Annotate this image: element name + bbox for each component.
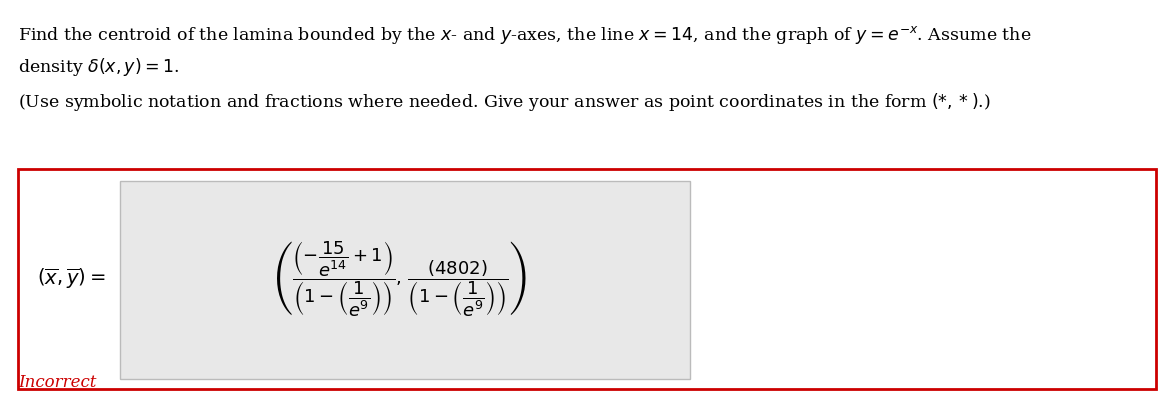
- Text: density $\delta(x, y) = 1$.: density $\delta(x, y) = 1$.: [18, 56, 180, 78]
- FancyBboxPatch shape: [120, 181, 690, 379]
- Text: (Use symbolic notation and fractions where needed. Give your answer as point coo: (Use symbolic notation and fractions whe…: [18, 91, 991, 113]
- Text: $(\overline{x}, \overline{y}) =$: $(\overline{x}, \overline{y}) =$: [36, 267, 104, 291]
- Text: $\left(\dfrac{\left(-\dfrac{15}{e^{14}}+1\right)}{\left(1-\left(\dfrac{1}{e^{9}}: $\left(\dfrac{\left(-\dfrac{15}{e^{14}}+…: [272, 239, 527, 319]
- Text: Incorrect: Incorrect: [18, 374, 96, 391]
- Text: Find the centroid of the lamina bounded by the $x$- and $y$-axes, the line $x = : Find the centroid of the lamina bounded …: [18, 24, 1032, 46]
- FancyBboxPatch shape: [18, 169, 1156, 389]
